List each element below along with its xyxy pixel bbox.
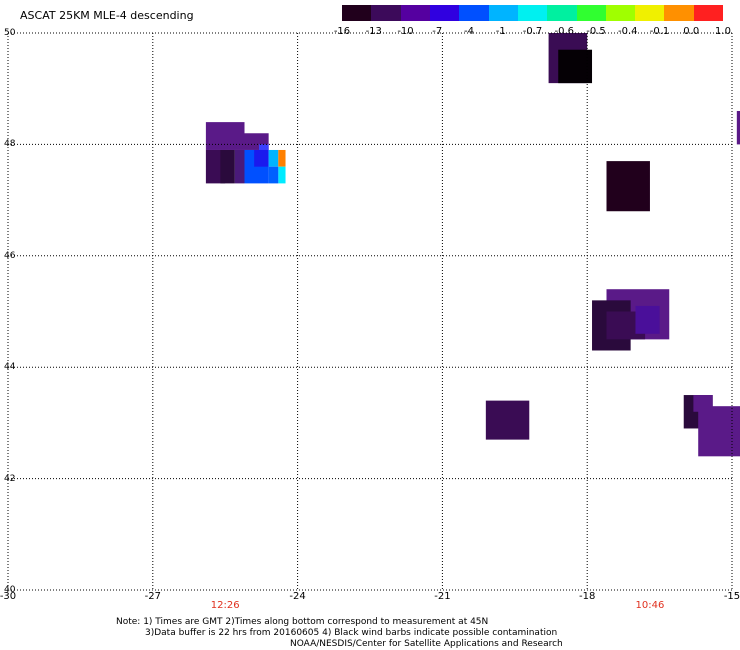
- scale-label: 1.0: [715, 26, 731, 37]
- scale-swatch-1: [371, 5, 401, 21]
- time-label: 10:46: [635, 600, 665, 611]
- y-tick-label: 48: [4, 139, 16, 150]
- scale-swatch-8: [576, 5, 606, 21]
- scale-swatch-7: [547, 5, 577, 21]
- swath-cell: [205, 122, 245, 150]
- scale-label: -16: [333, 26, 351, 37]
- x-tick-label: -27: [144, 591, 161, 602]
- note-line-2: 3)Data buffer is 22 hrs from 20160605 4)…: [145, 628, 558, 638]
- swath-cell: [254, 149, 269, 167]
- swath-cell: [278, 166, 286, 184]
- scale-label: -7: [432, 26, 443, 37]
- scale-label: -13: [365, 26, 382, 37]
- scale-label: -10: [397, 26, 414, 37]
- scale-label: 0.0: [683, 26, 700, 37]
- note-line-3: NOAA/NESDIS/Center for Satellite Applica…: [290, 639, 563, 649]
- scale-label: -0.4: [617, 26, 638, 37]
- swath-cell: [205, 149, 226, 184]
- scale-swatch-3: [429, 5, 460, 21]
- y-tick-label: 44: [4, 362, 16, 373]
- y-tick-label: 50: [4, 28, 16, 38]
- swath-cell: [234, 149, 245, 184]
- swath-cell: [558, 49, 593, 84]
- x-tick-label: -24: [289, 591, 306, 602]
- scale-label: -4: [464, 26, 474, 37]
- note-line-1: Note: 1) Times are GMT 2)Times along bot…: [116, 617, 489, 627]
- time-label: 12:26: [210, 600, 240, 611]
- scale-swatch-10: [635, 5, 665, 21]
- swath-cell: [278, 149, 286, 167]
- swath-cell: [258, 144, 269, 150]
- x-tick-label: -30: [0, 591, 17, 602]
- swath-cell: [635, 305, 660, 334]
- map-title: ASCAT 25KM MLE-4 descending: [20, 9, 194, 22]
- swath-cell: [268, 166, 279, 184]
- swath-cell: [698, 406, 740, 457]
- swath-cell: [736, 110, 740, 145]
- color-scale-labels: -16 -13 -10 -7 -4 -1 -0.7 -0.6 -0.5 -0.4 -0.1 0.0 1.…: [322, 26, 740, 40]
- x-tick-label: -18: [579, 591, 596, 602]
- swath-cell: [268, 149, 279, 167]
- swath-cell: [485, 400, 530, 440]
- swath-cell: [693, 395, 713, 412]
- y-tick-label: 40: [4, 585, 16, 595]
- x-tick-label: -15: [723, 591, 740, 602]
- scale-label: -0.1: [649, 26, 670, 37]
- scale-swatch-4: [459, 5, 489, 21]
- scale-swatch-2: [400, 5, 430, 21]
- scale-swatch-9: [605, 5, 636, 21]
- swath-cell: [606, 161, 650, 212]
- x-tick-label: -21: [434, 591, 451, 602]
- scale-label: -1: [495, 26, 506, 37]
- scale-label: -0.7: [522, 26, 543, 37]
- scale-swatch-0: [342, 5, 372, 21]
- scale-swatch-6: [517, 5, 548, 21]
- scale-swatch-11: [664, 5, 694, 21]
- y-tick-label: 42: [4, 473, 16, 484]
- color-scale-bar: [342, 5, 724, 21]
- scale-label: -0.5: [586, 26, 606, 37]
- scale-swatch-5: [488, 5, 518, 21]
- scale-swatch-12: [693, 5, 724, 21]
- y-tick-label: 46: [4, 250, 16, 261]
- swath-cell: [220, 149, 235, 184]
- scale-label: -0.6: [554, 26, 574, 37]
